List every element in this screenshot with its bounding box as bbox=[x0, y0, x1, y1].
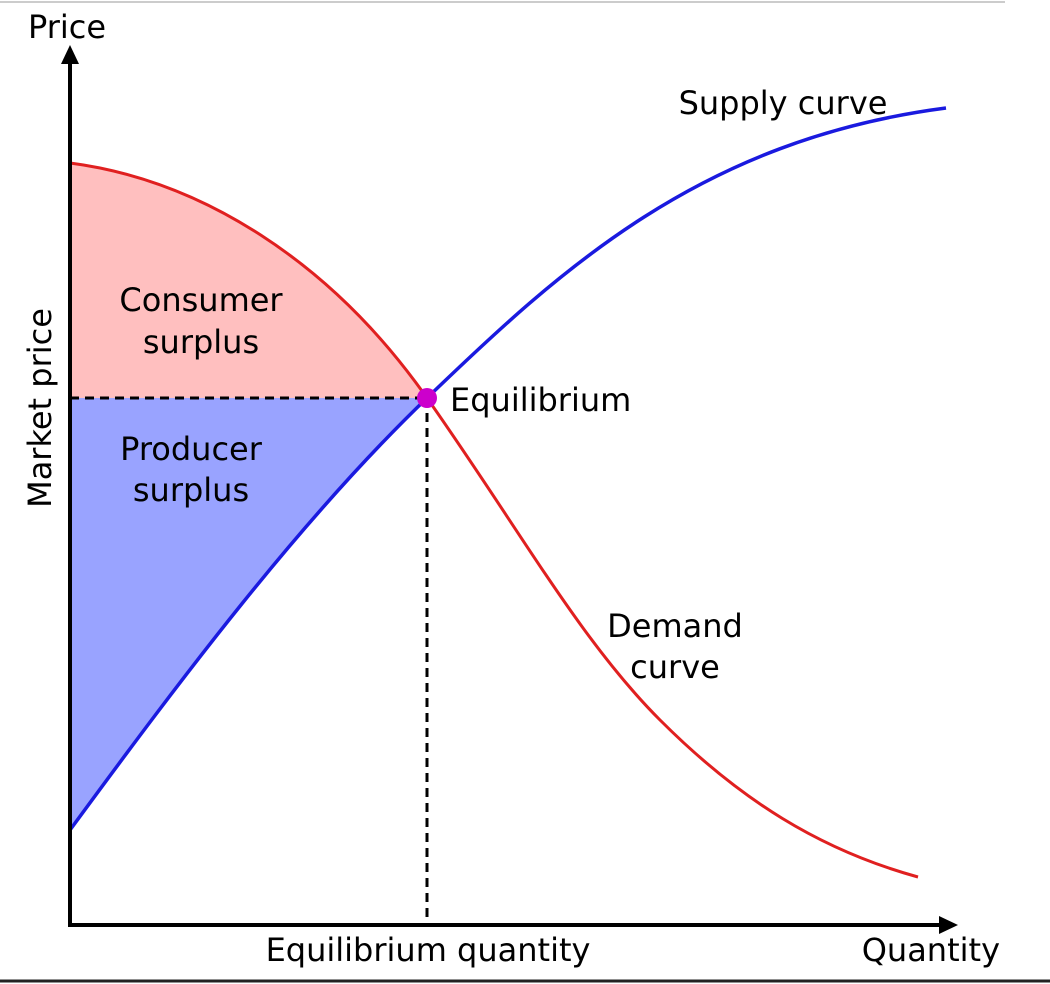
demand-curve-label: curve bbox=[630, 648, 720, 686]
producer-surplus-area bbox=[70, 398, 427, 830]
demand-curve bbox=[69, 161, 919, 879]
demand-curve-label: Demand bbox=[607, 607, 743, 645]
y-axis-arrow bbox=[61, 45, 79, 64]
producer-surplus-label: surplus bbox=[133, 471, 249, 509]
consumer-surplus-area bbox=[70, 163, 427, 398]
supply-curve-label: Supply curve bbox=[679, 84, 888, 122]
consumer-surplus-label: surplus bbox=[143, 323, 259, 361]
equilibrium-label: Equilibrium bbox=[450, 381, 631, 419]
x-axis-label: Quantity bbox=[862, 931, 1000, 969]
producer-surplus-label: Producer bbox=[120, 430, 263, 468]
equilibrium-quantity-label: Equilibrium quantity bbox=[266, 931, 591, 969]
x-axis-arrow bbox=[939, 916, 958, 934]
equilibrium-point bbox=[417, 388, 437, 408]
consumer-surplus-label: Consumer bbox=[119, 281, 283, 319]
y-axis-label: Price bbox=[28, 8, 106, 46]
market-price-label: Market price bbox=[21, 308, 59, 508]
